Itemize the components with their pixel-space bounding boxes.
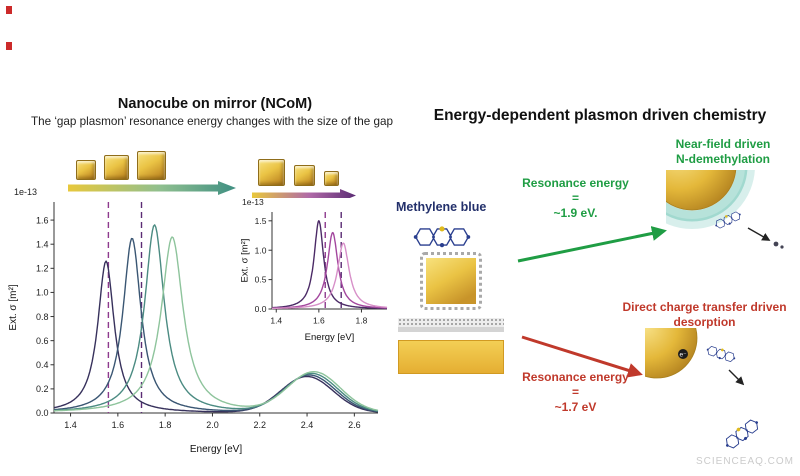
gold-nanocube-icon bbox=[137, 151, 166, 180]
electron-icon bbox=[678, 349, 688, 359]
gold-nanocube-icon bbox=[294, 165, 315, 186]
axis-scale-label: 1e-13 bbox=[14, 187, 37, 197]
spectrum-curve bbox=[53, 260, 379, 413]
outcome-line: Direct charge transfer driven bbox=[622, 300, 787, 314]
main-spectra-chart: 1.4 1.6 1.8 2.0 2.2 2.4 2.6 0.0 0.2 0.4 0.6 0.8 1.0 1… bbox=[8, 187, 379, 455]
gold-mirror-layer bbox=[398, 340, 504, 374]
spectrum-curve bbox=[271, 231, 388, 309]
outcome-line: Near-field driven bbox=[675, 137, 771, 151]
right-panel-title: Energy-dependent plasmon driven chemistr… bbox=[433, 107, 767, 124]
green-pathway-arrow-icon bbox=[517, 226, 667, 263]
x-tick-label: 1.6 bbox=[112, 420, 125, 430]
molecular-spacer-layer bbox=[398, 318, 504, 327]
inset-spectra-chart: 1.4 1.6 1.8 0.0 0.5 1.0 1.5 Energy [eV] Ext. σ [… bbox=[240, 198, 395, 343]
spectrum-curve bbox=[271, 220, 388, 310]
red-corner-mark bbox=[6, 6, 12, 14]
outcome-line: N-demethylation bbox=[675, 152, 770, 166]
outcome-line: desorption bbox=[673, 315, 736, 329]
spectrum-curve bbox=[271, 242, 388, 310]
fragment-dot-icon bbox=[773, 241, 779, 247]
y-axis-label: Ext. σ [m²] bbox=[8, 284, 19, 330]
fragment-dot-icon bbox=[780, 245, 784, 249]
gold-nanoparticle-icon bbox=[645, 328, 698, 379]
gold-nanocube-with-molecules-icon bbox=[420, 252, 482, 310]
spectrum-curve bbox=[54, 236, 379, 412]
x-tick-label: 2.6 bbox=[348, 420, 361, 430]
equals-text: = bbox=[571, 191, 579, 205]
y-axis-label: Ext. σ [m²] bbox=[240, 239, 251, 283]
gap-gradient-arrow-main-icon bbox=[68, 181, 236, 195]
y-tick-label: 0.2 bbox=[36, 384, 49, 394]
y-tick-label: 0.0 bbox=[255, 304, 267, 314]
y-tick-label: 0.0 bbox=[36, 408, 49, 418]
red-corner-mark bbox=[6, 42, 12, 50]
y-tick-label: 1.5 bbox=[255, 216, 267, 226]
red-pathway-arrow-icon bbox=[521, 335, 643, 378]
electron-label: e⁻ bbox=[679, 352, 687, 359]
gold-nanoparticle-icon bbox=[666, 170, 737, 211]
gold-nanocube-icon bbox=[104, 155, 129, 180]
left-panel-subtitle: The ‘gap plasmon’ resonance energy chang… bbox=[30, 115, 394, 128]
charge-transfer-illustration: e⁻ bbox=[645, 328, 745, 386]
y-tick-label: 1.0 bbox=[36, 288, 49, 298]
molecule-icon bbox=[721, 415, 763, 453]
spectrum-curve bbox=[53, 237, 379, 413]
y-tick-label: 0.6 bbox=[36, 336, 49, 346]
gold-nanocube-icon bbox=[324, 171, 339, 186]
near-field-glow-icon bbox=[666, 170, 755, 229]
x-axis-label: Energy [eV] bbox=[190, 444, 242, 455]
watermark: SCIENCEAQ.COM bbox=[695, 456, 794, 467]
resonance-energy-text: Resonance energy bbox=[522, 370, 629, 384]
y-tick-label: 1.0 bbox=[255, 245, 267, 255]
resonance-value-text: ~1.7 eV bbox=[554, 400, 597, 414]
x-axis-label: Energy [eV] bbox=[305, 332, 355, 343]
x-tick-label: 1.4 bbox=[64, 420, 77, 430]
axis-scale-label: 1e-13 bbox=[242, 198, 264, 207]
x-tick-label: 1.8 bbox=[159, 420, 172, 430]
near-field-glow-icon bbox=[666, 170, 748, 222]
x-tick-label: 2.0 bbox=[206, 420, 219, 430]
methylene-blue-label: Methylene blue bbox=[396, 200, 487, 214]
gap-gradient-arrow-inset-icon bbox=[252, 189, 356, 202]
x-tick-label: 1.8 bbox=[356, 316, 368, 326]
left-panel-title: Nanocube on mirror (NCoM) bbox=[117, 96, 313, 112]
fragment-arrow-icon bbox=[747, 227, 771, 241]
molecule-icon bbox=[704, 343, 738, 365]
y-tick-label: 0.8 bbox=[36, 312, 49, 322]
y-tick-label: 1.4 bbox=[36, 239, 49, 249]
spacer-layer bbox=[398, 327, 504, 332]
green-resonance-label: Resonance energy = ~1.9 eV. bbox=[518, 176, 633, 221]
green-outcome-label: Near-field driven N-demethylation bbox=[648, 137, 798, 167]
equals-text: = bbox=[571, 385, 579, 399]
resonance-energy-text: Resonance energy bbox=[522, 176, 629, 190]
x-tick-label: 1.6 bbox=[313, 316, 325, 326]
resonance-value-text: ~1.9 eV. bbox=[553, 206, 598, 220]
y-tick-label: 0.5 bbox=[255, 275, 267, 285]
y-tick-label: 1.2 bbox=[36, 264, 49, 274]
gold-nanocube-icon bbox=[76, 160, 96, 180]
x-tick-label: 1.4 bbox=[270, 316, 282, 326]
nanocube-size-row-inset bbox=[258, 158, 339, 186]
nanocube-size-row-main bbox=[76, 146, 166, 180]
desorption-arrow-icon bbox=[728, 369, 745, 386]
y-tick-label: 0.4 bbox=[36, 360, 49, 370]
ncom-structure-illustration bbox=[398, 248, 506, 378]
molecule-icon bbox=[413, 225, 471, 248]
x-tick-label: 2.2 bbox=[253, 420, 266, 430]
gold-nanocube-icon bbox=[258, 159, 285, 186]
y-tick-label: 1.6 bbox=[36, 215, 49, 225]
spectrum-curve bbox=[54, 224, 379, 412]
red-outcome-label: Direct charge transfer driven desorption bbox=[612, 300, 797, 330]
x-tick-label: 2.4 bbox=[301, 420, 314, 430]
near-field-illustration bbox=[666, 170, 784, 249]
red-resonance-label: Resonance energy = ~1.7 eV bbox=[518, 370, 633, 415]
